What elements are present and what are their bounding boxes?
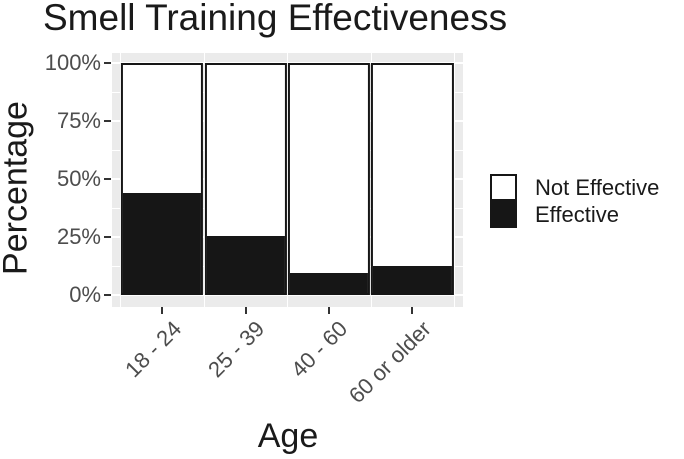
bar-segment-effective [289, 272, 368, 294]
y-tick-label: 25% [56, 224, 101, 249]
x-tick-label: 40 - 60 [286, 316, 353, 383]
grid-major-hline [112, 62, 463, 64]
plot-panel [112, 53, 463, 307]
legend-key-not-effective-swatch [490, 174, 517, 201]
legend-item-not-effective: Not Effective [490, 174, 659, 201]
x-tick-mark [244, 307, 247, 314]
grid-minor-hline [112, 150, 463, 151]
grid-minor-vline [454, 53, 456, 307]
grid-major-hline [112, 120, 463, 122]
y-tick-mark [104, 294, 111, 296]
bar-1 [120, 63, 204, 296]
grid-minor-hline [112, 208, 463, 209]
y-tick-mark [104, 236, 111, 238]
legend-key-effective-swatch [490, 201, 517, 228]
bar-4 [371, 63, 454, 296]
grid-minor-vline [203, 53, 205, 307]
legend-item-effective: Effective [490, 201, 659, 228]
grid-minor-vline [120, 53, 122, 307]
bars-layer [112, 63, 463, 296]
grid-layer [112, 53, 463, 307]
grid-major-hline [112, 294, 463, 296]
x-tick-mark [161, 307, 164, 314]
legend-label-not-effective: Not Effective [535, 174, 660, 200]
bar-segment-effective [122, 192, 202, 294]
grid-major-hline [112, 178, 463, 180]
legend-label-effective: Effective [535, 201, 619, 227]
legend: Not Effective Effective [490, 174, 659, 228]
chart-title: Smell Training Effectiveness [43, 0, 508, 38]
y-tick-label: 100% [44, 50, 101, 75]
x-tick-mark [411, 307, 414, 314]
bar-segment-effective [206, 236, 285, 294]
y-tick-mark [104, 120, 111, 122]
bar-segment-effective [373, 265, 452, 294]
y-tick-mark [104, 178, 111, 180]
grid-minor-hline [112, 266, 463, 267]
grid-minor-hline [112, 92, 463, 93]
x-tick-label: 18 - 24 [119, 316, 186, 383]
y-tick-mark [104, 62, 111, 64]
x-tick-mark [327, 307, 330, 314]
y-tick-label: 0% [69, 282, 101, 307]
x-tick-label: 60 or older [344, 316, 437, 409]
grid-major-hline [112, 236, 463, 238]
bar-2 [204, 63, 287, 296]
grid-minor-vline [370, 53, 372, 307]
x-tick-label: 25 - 39 [203, 316, 270, 383]
y-tick-label: 50% [56, 166, 101, 191]
x-axis-title: Age [257, 417, 319, 455]
grid-minor-vline [287, 53, 289, 307]
y-tick-label: 75% [56, 108, 101, 133]
bar-3 [287, 63, 370, 296]
